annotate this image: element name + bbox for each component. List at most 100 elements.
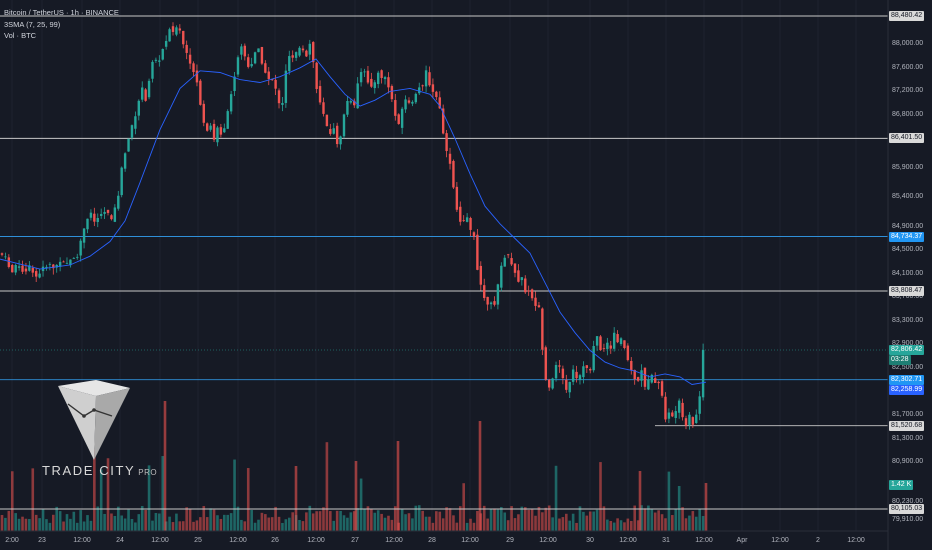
- volume-bar-91: [311, 513, 315, 531]
- volume-bar-30: [103, 513, 106, 531]
- price-label-5: 03:28: [889, 354, 911, 365]
- volume-bar-50: [171, 522, 175, 531]
- volume-spike-1: [396, 441, 400, 531]
- volume-bar-33: [113, 515, 117, 531]
- candle-170: [582, 361, 585, 384]
- candle-113: [387, 72, 390, 94]
- candle-121: [414, 92, 418, 105]
- candle-68: [233, 72, 236, 97]
- price-tick-14: 81,300.00: [892, 434, 924, 442]
- sma-line: [0, 58, 707, 385]
- candle-138: [472, 231, 476, 240]
- volume-bar-79: [270, 517, 274, 531]
- volume-bar-120: [411, 518, 414, 531]
- volume-bar-160: [547, 505, 551, 531]
- candle-185: [633, 369, 636, 385]
- volume-bar-57: [195, 520, 199, 531]
- volume-bar-151: [517, 514, 520, 531]
- candle-90: [308, 39, 311, 61]
- volume-bar-194: [664, 518, 667, 531]
- volume-bar-150: [513, 518, 517, 531]
- candle-204: [698, 391, 701, 421]
- volume-bar-178: [609, 521, 613, 531]
- volume-spike-4: [294, 466, 298, 531]
- volume-bar-77: [264, 514, 267, 531]
- price-tick-4: 85,900.00: [892, 163, 924, 171]
- candle-130: [445, 129, 448, 158]
- candle-108: [370, 72, 373, 88]
- candle-193: [660, 378, 664, 398]
- volume-bar-172: [588, 511, 592, 531]
- candle-16: [55, 264, 58, 273]
- price-tick-2: 87,200.00: [892, 87, 924, 95]
- volume-bar-18: [62, 521, 65, 531]
- candle-57: [195, 64, 199, 87]
- candle-200: [684, 415, 688, 430]
- volume-bar-22: [75, 522, 79, 531]
- volume-bar-161: [551, 517, 554, 531]
- volume-bar-115: [394, 506, 397, 531]
- candle-61: [209, 122, 212, 132]
- candle-190: [650, 373, 653, 384]
- time-tick-3: 24: [116, 537, 124, 544]
- price-tick-15: 80,900.00: [892, 458, 924, 466]
- candle-156: [534, 291, 537, 311]
- volume-bar-81: [277, 516, 281, 531]
- time-tick-19: Apr: [736, 537, 748, 544]
- candle-43: [147, 78, 151, 100]
- candle-112: [383, 75, 387, 85]
- volume-bar-71: [243, 521, 247, 531]
- volume-bar-85: [291, 512, 294, 531]
- price-tick-16: 80,230.00: [892, 497, 924, 505]
- volume-bar-195: [667, 471, 671, 531]
- candle-141: [483, 278, 486, 301]
- candle-92: [315, 61, 318, 94]
- candle-201: [688, 412, 691, 430]
- candle-64: [219, 123, 223, 138]
- candle-91: [312, 41, 315, 69]
- volume-bar-104: [356, 508, 359, 531]
- candle-152: [520, 277, 524, 286]
- symbol-title[interactable]: Bitcoin / TetherUS · 1h · BINANCE: [4, 8, 119, 17]
- volume-bar-126: [431, 522, 435, 531]
- volume-bar-174: [595, 509, 599, 531]
- volume-bar-112: [383, 517, 387, 531]
- volume-bar-36: [123, 518, 127, 531]
- volume-bar-135: [462, 483, 465, 531]
- volume-bar-187: [640, 505, 643, 531]
- candle-105: [359, 68, 363, 87]
- candle-107: [366, 66, 370, 85]
- volume-bar-29: [99, 469, 103, 531]
- candle-133: [455, 182, 459, 213]
- volume-bar-93: [318, 511, 322, 531]
- price-label-8: 81,520.68: [889, 420, 925, 431]
- volume-bar-55: [188, 509, 192, 531]
- volume-bar-175: [599, 462, 602, 531]
- candle-179: [612, 327, 616, 352]
- candle-184: [630, 357, 633, 375]
- candle-134: [459, 201, 462, 226]
- candle-154: [527, 285, 530, 296]
- candle-164: [561, 365, 565, 385]
- volume-bar-201: [688, 515, 691, 531]
- candle-71: [243, 43, 247, 61]
- volume-bar-53: [181, 521, 185, 531]
- indicator-volume-label[interactable]: Vol · BTC: [4, 31, 37, 40]
- volume-bar-67: [229, 513, 233, 531]
- candle-63: [216, 125, 219, 147]
- volume-bar-40: [137, 514, 141, 531]
- volume-spike-0: [163, 401, 167, 531]
- volume-bar-75: [257, 519, 260, 531]
- candle-75: [257, 48, 260, 53]
- indicator-sma-label[interactable]: 3SMA (7, 25, 99): [4, 20, 61, 29]
- candle-38: [130, 124, 134, 141]
- candle-114: [390, 84, 394, 103]
- volume-bar-38: [130, 518, 134, 531]
- volume-bar-132: [452, 515, 455, 531]
- volume-bar-92: [315, 511, 318, 531]
- candle-202: [691, 416, 695, 428]
- volume-bar-199: [681, 507, 684, 531]
- volume-bar-190: [650, 508, 654, 531]
- volume-bar-9: [31, 468, 35, 531]
